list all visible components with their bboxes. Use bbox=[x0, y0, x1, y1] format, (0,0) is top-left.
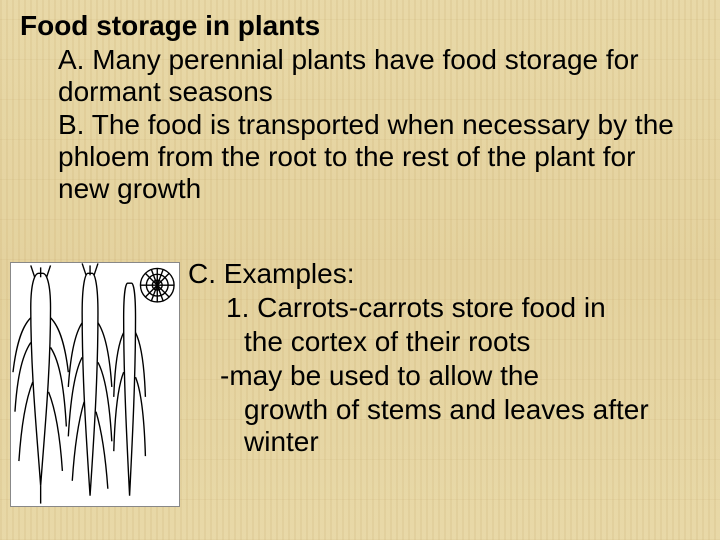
carrot-root-icon bbox=[11, 263, 179, 506]
outline-point-c: C. Examples: bbox=[188, 258, 355, 290]
outline-point-a: A. Many perennial plants have food stora… bbox=[58, 44, 680, 108]
slide-title: Food storage in plants bbox=[20, 10, 700, 42]
outline-point-b: B. The food is transported when necessar… bbox=[58, 109, 680, 206]
outline-sub-c1-line2: the cortex of their roots bbox=[244, 326, 700, 358]
slide: Food storage in plants A. Many perennial… bbox=[0, 0, 720, 540]
outline-sub-c1-line1: 1. Carrots-carrots store food in bbox=[226, 292, 700, 324]
outline-sub-c2-line2: growth of stems and leaves after winter bbox=[244, 394, 700, 458]
root-illustration bbox=[10, 262, 180, 507]
lower-region: C. Examples: 1. Carrots-carrots store fo… bbox=[10, 258, 710, 530]
outline-sub-c2-line1: -may be used to allow the bbox=[220, 360, 700, 392]
